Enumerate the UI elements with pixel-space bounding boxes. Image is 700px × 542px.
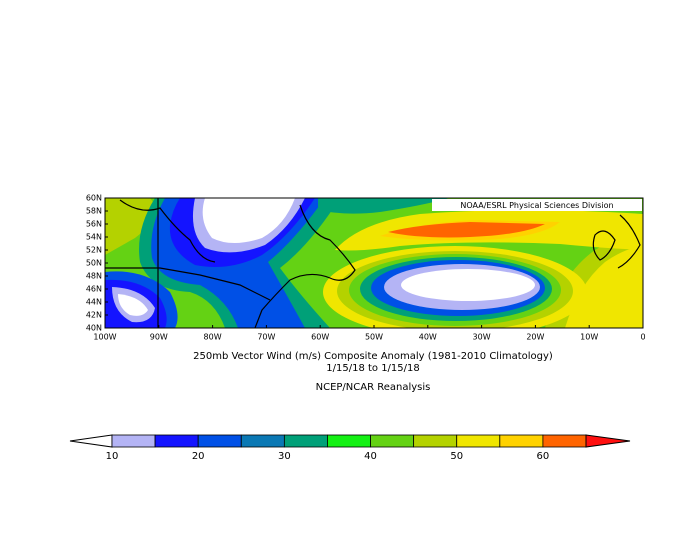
lon-label: 90W — [150, 333, 168, 342]
lon-label: 100W — [93, 333, 116, 342]
colorbar-label: 60 — [537, 451, 550, 462]
lon-label: 0 — [640, 333, 645, 342]
lat-label: 52N — [86, 246, 102, 255]
lat-label: 48N — [86, 272, 102, 281]
lat-label: 50N — [86, 259, 102, 268]
colorbar-label: 10 — [106, 451, 119, 462]
lat-label: 44N — [86, 298, 102, 307]
colorbar-box — [370, 434, 415, 448]
lat-label: 58N — [86, 207, 102, 216]
colorbar-box — [283, 434, 328, 448]
lon-label: 60W — [311, 333, 329, 342]
colorbar-box — [197, 434, 242, 448]
lat-label: 60N — [86, 194, 102, 203]
lat-label: 46N — [86, 285, 102, 294]
lon-label: 80W — [204, 333, 222, 342]
colorbar-label: 20 — [192, 451, 205, 462]
colorbar-box — [240, 434, 285, 448]
credit-box — [432, 199, 642, 211]
map-title: 250mb Vector Wind (m/s) Composite Anomal… — [193, 351, 553, 362]
lon-label: 50W — [365, 333, 383, 342]
lon-label: 20W — [526, 333, 544, 342]
lon-label: 40W — [419, 333, 437, 342]
lat-label: 54N — [86, 233, 102, 242]
date-range: 1/15/18 to 1/15/18 — [326, 363, 420, 374]
colorbar-over — [585, 434, 631, 448]
colorbar-box — [154, 434, 199, 448]
colorbar: 10 20 30 40 50 60 — [69, 434, 631, 462]
credit: NOAA/ESRL Physical Sciences Division — [460, 201, 613, 210]
lat-label: 56N — [86, 220, 102, 229]
lon-label: 70W — [257, 333, 275, 342]
colorbar-label: 50 — [450, 451, 463, 462]
colorbar-label: 30 — [278, 451, 291, 462]
colorbar-under — [69, 434, 113, 448]
lat-label: 42N — [86, 311, 102, 320]
lon-label: 10W — [580, 333, 598, 342]
colorbar-box — [111, 434, 156, 448]
wind-field — [105, 198, 643, 328]
colorbar-box — [413, 434, 458, 448]
lon-label: 30W — [473, 333, 491, 342]
lat-label: 40N — [86, 324, 102, 333]
colorbar-box — [456, 434, 501, 448]
source: NCEP/NCAR Reanalysis — [316, 382, 431, 393]
colorbar-box — [327, 434, 371, 448]
colorbar-box — [499, 434, 544, 448]
colorbar-label: 40 — [364, 451, 377, 462]
colorbar-box — [542, 434, 587, 448]
